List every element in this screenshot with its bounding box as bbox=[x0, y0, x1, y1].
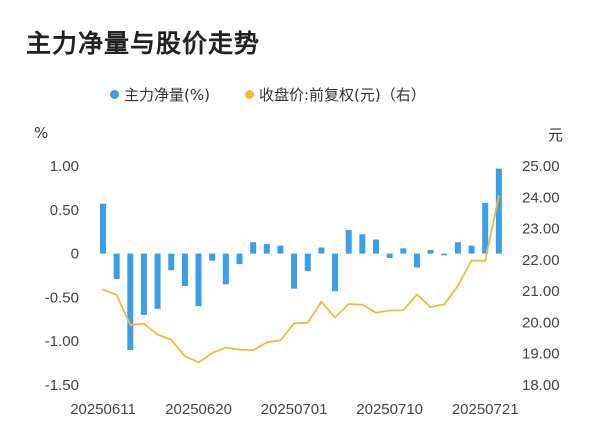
right-axis-unit: 元 bbox=[548, 126, 564, 144]
close-price-point bbox=[279, 339, 282, 342]
close-price-point bbox=[293, 322, 295, 325]
x-tick-label: 20250611 bbox=[70, 401, 136, 418]
y-right-tick-label: 19.00 bbox=[522, 346, 560, 363]
y-left-tick-label: 0 bbox=[71, 246, 79, 263]
y-right-tick-label: 18.00 bbox=[522, 377, 560, 394]
net-volume-bar bbox=[468, 245, 475, 254]
close-price-point bbox=[170, 338, 173, 341]
net-volume-bar bbox=[373, 239, 379, 254]
net-volume-bar bbox=[291, 253, 298, 289]
legend-marker-close-price bbox=[245, 90, 254, 99]
net-volume-bar bbox=[413, 253, 420, 268]
close-price-point bbox=[115, 293, 118, 296]
net-volume-bar bbox=[427, 250, 434, 254]
close-price-point bbox=[470, 259, 473, 262]
net-volume-bar bbox=[441, 253, 448, 256]
close-price-point bbox=[143, 322, 145, 325]
y-right-tick-label: 25.00 bbox=[522, 158, 560, 175]
net-volume-bar bbox=[140, 253, 147, 315]
close-price-point bbox=[265, 341, 268, 344]
net-volume-bar bbox=[168, 253, 175, 271]
close-price-point bbox=[197, 361, 200, 364]
net-volume-bar bbox=[386, 253, 393, 258]
net-volume-bar bbox=[454, 242, 461, 254]
net-volume-bar bbox=[222, 253, 229, 285]
chart-legend: 主力净量(%) 收盘价:前复权(元)（右） bbox=[0, 84, 600, 114]
close-price-point bbox=[184, 355, 186, 358]
x-tick-label: 20250620 bbox=[165, 401, 232, 418]
y-left-tick-label: 1.00 bbox=[50, 158, 79, 175]
close-price-line bbox=[102, 195, 500, 364]
net-volume-bar bbox=[318, 247, 325, 254]
legend-item-close-price[interactable]: 收盘价:前复权(元)（右） bbox=[245, 84, 426, 105]
y-left-tick-label: -1.00 bbox=[45, 333, 79, 350]
close-price-point bbox=[252, 349, 255, 352]
net-volume-bar bbox=[482, 202, 489, 254]
y-left-tick-label: -0.50 bbox=[45, 289, 79, 306]
close-price-point bbox=[334, 316, 336, 319]
net-volume-bar bbox=[154, 253, 161, 309]
close-price-point bbox=[347, 303, 350, 305]
net-volume-bar bbox=[181, 253, 188, 287]
x-tick-label: 20250701 bbox=[261, 401, 328, 418]
close-price-point bbox=[102, 288, 104, 291]
y-right-tick-label: 21.00 bbox=[522, 283, 560, 300]
close-price-point bbox=[402, 309, 405, 312]
close-price-point bbox=[156, 333, 159, 336]
net-volume-bar bbox=[250, 242, 257, 254]
net-volume-bar bbox=[400, 248, 407, 254]
close-price-point bbox=[429, 306, 432, 308]
legend-label-close-price: 收盘价:前复权(元)（右） bbox=[259, 86, 426, 104]
chart-title: 主力净量与股价走势 bbox=[26, 29, 261, 58]
net-volume-bar bbox=[236, 253, 243, 265]
net-volume-bar bbox=[359, 234, 366, 254]
close-price-point bbox=[375, 311, 377, 314]
close-price-point bbox=[306, 321, 309, 324]
net-volume-bar bbox=[304, 253, 311, 272]
y-right-tick-label: 24.00 bbox=[522, 189, 560, 206]
close-price-point bbox=[238, 348, 241, 351]
close-price-point bbox=[224, 346, 227, 349]
net-volume-bar bbox=[209, 253, 216, 261]
close-price-point bbox=[211, 352, 214, 354]
close-price-point bbox=[320, 300, 323, 303]
net-volume-bar bbox=[127, 253, 134, 350]
close-price-point bbox=[129, 324, 132, 326]
close-price-point bbox=[361, 303, 364, 306]
x-tick-label: 20250721 bbox=[452, 401, 519, 418]
close-price-point bbox=[484, 259, 487, 262]
y-left-tick-label: -1.50 bbox=[45, 377, 79, 394]
y-right-tick-label: 23.00 bbox=[522, 221, 560, 238]
close-price-point bbox=[388, 309, 391, 312]
y-left-tick-label: 0.50 bbox=[50, 202, 79, 219]
close-price-point bbox=[497, 195, 500, 197]
x-tick-label: 20250710 bbox=[356, 401, 423, 418]
left-axis-unit: % bbox=[34, 124, 49, 142]
net-volume-bar bbox=[332, 253, 339, 292]
y-right-tick-label: 20.00 bbox=[522, 314, 560, 331]
close-price-point bbox=[443, 303, 446, 306]
net-volume-bar bbox=[277, 245, 284, 254]
net-volume-bar bbox=[345, 229, 352, 254]
net-volume-bar bbox=[113, 253, 120, 280]
legend-item-net-volume[interactable]: 主力净量(%) bbox=[110, 84, 210, 105]
net-volume-bar bbox=[263, 243, 270, 254]
close-price-point bbox=[457, 284, 459, 287]
y-right-tick-label: 22.00 bbox=[522, 252, 560, 269]
legend-label-net-volume: 主力净量(%) bbox=[124, 86, 210, 104]
net-volume-bar bbox=[495, 168, 502, 254]
net-volume-bar bbox=[100, 203, 106, 254]
close-price-point bbox=[416, 293, 418, 296]
legend-marker-net-volume bbox=[110, 90, 119, 99]
net-volume-bar bbox=[195, 253, 202, 307]
